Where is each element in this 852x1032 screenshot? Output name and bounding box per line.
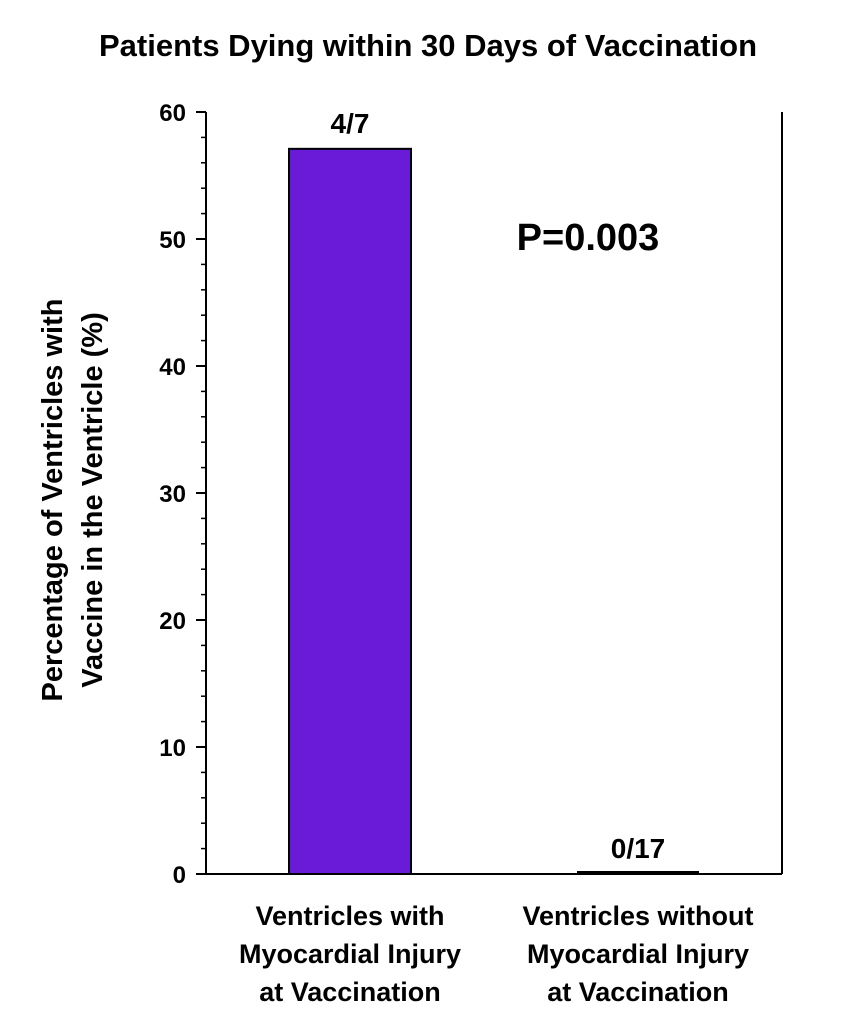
y-tick-label: 40 xyxy=(159,354,186,381)
x-tick-label-2: at Vaccination xyxy=(547,977,729,1007)
p-value-annotation: P=0.003 xyxy=(517,217,660,259)
x-tick-label-1: Ventricles with xyxy=(255,901,444,931)
y-tick-label: 30 xyxy=(159,481,186,508)
y-tick-label: 60 xyxy=(159,100,186,127)
y-tick-label: 10 xyxy=(159,735,186,762)
y-axis-label: Percentage of Ventricles with Vaccine in… xyxy=(37,299,109,702)
x-axis-labels: Ventricles with Myocardial Injury at Vacci… xyxy=(239,901,754,1007)
y-tick-label: 0 xyxy=(173,862,186,889)
data-label-2: 0/17 xyxy=(611,833,666,864)
x-tick-label-2: Ventricles without xyxy=(522,901,753,931)
y-axis-label-line-2: Vaccine in the Ventricle (%) xyxy=(77,312,109,688)
y-axis-label-line-1: Percentage of Ventricles with xyxy=(37,299,69,702)
y-tick-label: 20 xyxy=(159,608,186,635)
y-axis: 0 10 20 30 40 50 60 xyxy=(159,100,206,889)
data-label-1: 4/7 xyxy=(331,108,370,139)
x-tick-label-1: Myocardial Injury xyxy=(239,939,461,969)
bars xyxy=(288,147,699,875)
x-tick-label-2: Myocardial Injury xyxy=(527,939,749,969)
data-labels: 4/7 0/17 xyxy=(331,108,666,864)
x-tick-label-1: at Vaccination xyxy=(259,977,441,1007)
y-tick-label: 50 xyxy=(159,227,186,254)
chart-title: Patients Dying within 30 Days of Vaccina… xyxy=(99,28,757,63)
bar-1 xyxy=(288,147,412,875)
